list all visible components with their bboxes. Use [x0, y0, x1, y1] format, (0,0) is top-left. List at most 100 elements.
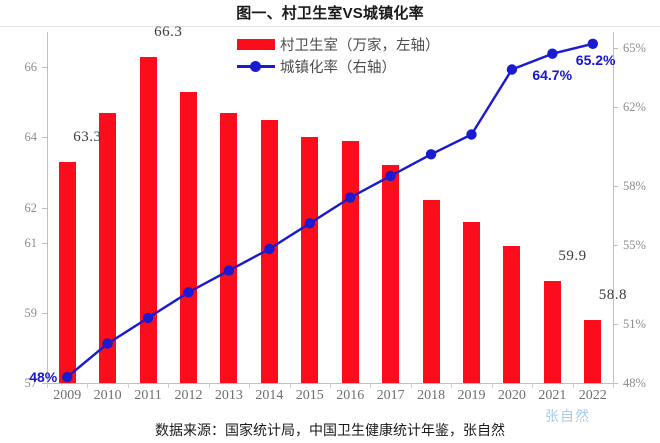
line-data-label: 65.2% [575, 51, 616, 68]
legend-bar-swatch-icon [237, 38, 275, 50]
x-axis-tick [47, 383, 48, 388]
bar[interactable] [301, 137, 319, 383]
x-axis-label: 2017 [376, 388, 405, 403]
x-axis-label: 2014 [255, 388, 284, 403]
x-axis-tick [168, 383, 170, 388]
x-axis-tick [87, 383, 89, 388]
left-axis-tick-label: 57 [24, 376, 38, 390]
x-axis-label: 2018 [417, 388, 446, 403]
left-axis-tick [42, 137, 47, 139]
x-axis-tick [451, 383, 453, 388]
legend-item-line-label: 城镇化率（右轴） [280, 59, 396, 76]
x-axis-tick [491, 383, 493, 388]
right-axis-tick [613, 323, 618, 325]
watermark: 张自然 [545, 410, 590, 425]
line-marker[interactable] [425, 149, 437, 160]
left-axis-tick [42, 383, 47, 384]
right-axis-tick-label: 62% [623, 99, 646, 114]
bar-data-label: 66.3 [154, 23, 183, 40]
line-marker[interactable] [547, 48, 558, 59]
bar[interactable] [180, 91, 197, 383]
x-axis-label: 2019 [457, 388, 486, 403]
left-axis-tick [42, 67, 47, 69]
left-axis-tick [42, 242, 47, 244]
line-marker[interactable] [264, 243, 275, 255]
title-divider [0, 26, 660, 27]
bar[interactable] [220, 112, 238, 383]
left-axis-tick-label: 59 [24, 305, 38, 320]
bar[interactable] [58, 161, 76, 383]
right-axis-tick-label: 51% [623, 316, 646, 331]
line-path [66, 42, 594, 379]
bar-data-label: 63.3 [73, 128, 102, 145]
line-marker[interactable] [102, 338, 113, 349]
right-axis-tick [613, 383, 618, 384]
bar[interactable] [503, 246, 521, 383]
line-data-label: 64.7% [532, 66, 573, 83]
x-axis-tick [532, 383, 534, 388]
line-marker[interactable] [385, 170, 396, 182]
left-axis-tick-label: 61 [24, 235, 38, 250]
x-axis-tick [370, 383, 372, 388]
bar[interactable] [139, 56, 157, 383]
x-axis-label: 2022 [578, 388, 607, 403]
bar-data-label: 58.8 [598, 286, 628, 303]
x-axis-tick [572, 383, 574, 388]
right-axis-tick [613, 47, 618, 49]
legend-item-line[interactable]: 城镇化率（右轴） [237, 55, 440, 77]
right-axis-tick [613, 106, 618, 108]
x-axis-label: 2012 [174, 388, 203, 403]
plot-area: 66 64 62 61 59 57 65% 62% 58% 55% 51% 48% 63.3 66.3… [25, 24, 646, 402]
left-axis-tick [42, 207, 47, 209]
bar[interactable] [99, 112, 117, 383]
source-note: 数据来源：国家统计局，中国卫生健康统计年鉴，张自然 [155, 424, 505, 439]
line-marker[interactable] [62, 371, 73, 383]
bar[interactable] [422, 200, 440, 383]
bar[interactable] [463, 221, 480, 383]
line-marker[interactable] [345, 192, 356, 203]
x-axis-tick [330, 383, 331, 388]
line-marker[interactable] [466, 129, 477, 140]
left-axis-tick-label: 62 [24, 200, 38, 215]
x-axis-tick [249, 383, 251, 388]
right-axis-tick-label: 58% [623, 178, 646, 193]
x-axis-label: 2011 [134, 388, 162, 403]
left-axis-tick-label: 64 [24, 130, 38, 145]
legend-item-bar[interactable]: 村卫生室（万家，左轴） [237, 33, 440, 55]
line-marker[interactable] [506, 64, 518, 75]
x-axis-label: 2009 [53, 388, 82, 403]
right-axis-line [613, 32, 614, 383]
line-marker[interactable] [587, 38, 598, 49]
x-axis-label: 2021 [538, 388, 567, 403]
bar[interactable] [584, 319, 602, 383]
left-axis-tick-label: 66 [24, 60, 38, 75]
x-axis-tick [289, 383, 291, 388]
line-series [62, 38, 598, 383]
x-axis-label: 2016 [336, 388, 365, 403]
bar-data-label: 59.9 [558, 248, 587, 265]
line-marker[interactable] [142, 312, 154, 324]
legend-item-bar-label: 村卫生室（万家，左轴） [280, 37, 440, 54]
bar[interactable] [543, 281, 561, 383]
right-axis-tick-label: 48% [623, 376, 646, 390]
right-axis-tick-label: 55% [623, 237, 646, 252]
x-axis-label: 2020 [497, 388, 526, 403]
line-marker[interactable] [304, 218, 315, 229]
left-axis-line [47, 32, 48, 383]
x-axis-tick [127, 383, 129, 388]
chart-title: 图一、村卫生室VS城镇化率 [236, 5, 424, 22]
x-axis-tick [410, 383, 412, 388]
x-axis-label: 2013 [214, 388, 243, 403]
line-marker[interactable] [183, 287, 194, 298]
x-axis-label: 2015 [295, 388, 324, 403]
bar[interactable] [382, 165, 400, 383]
right-axis-tick [613, 244, 618, 246]
right-axis-tick-label: 65% [623, 40, 646, 55]
line-data-label: 48% [29, 369, 58, 386]
line-marker[interactable] [223, 265, 235, 276]
x-axis-tick [208, 383, 210, 388]
chart-legend: 村卫生室（万家，左轴） 城镇化率（右轴） [237, 33, 440, 77]
x-axis-tick [613, 383, 614, 388]
left-axis-tick [42, 312, 47, 314]
